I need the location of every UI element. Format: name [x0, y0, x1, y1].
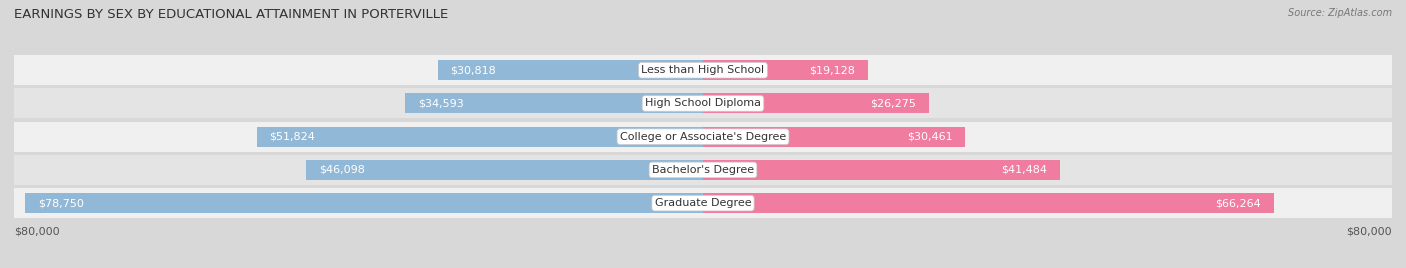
Text: High School Diploma: High School Diploma	[645, 98, 761, 109]
Bar	[14, 155, 1392, 185]
Bar	[703, 160, 1060, 180]
Text: Graduate Degree: Graduate Degree	[655, 198, 751, 208]
Text: Less than High School: Less than High School	[641, 65, 765, 75]
Bar	[703, 94, 929, 113]
Text: Bachelor's Degree: Bachelor's Degree	[652, 165, 754, 175]
Bar	[14, 122, 1392, 152]
Bar	[14, 188, 1392, 218]
Bar	[307, 160, 703, 180]
Bar	[437, 60, 703, 80]
Text: $26,275: $26,275	[870, 98, 917, 109]
Text: EARNINGS BY SEX BY EDUCATIONAL ATTAINMENT IN PORTERVILLE: EARNINGS BY SEX BY EDUCATIONAL ATTAINMEN…	[14, 8, 449, 21]
Bar	[703, 60, 868, 80]
Text: $19,128: $19,128	[808, 65, 855, 75]
Text: Source: ZipAtlas.com: Source: ZipAtlas.com	[1288, 8, 1392, 18]
Bar	[25, 193, 703, 213]
Text: $80,000: $80,000	[14, 226, 59, 236]
Text: $51,824: $51,824	[270, 132, 315, 142]
Text: $30,461: $30,461	[907, 132, 952, 142]
Text: College or Associate's Degree: College or Associate's Degree	[620, 132, 786, 142]
Bar	[14, 88, 1392, 118]
Bar	[405, 94, 703, 113]
Text: $80,000: $80,000	[1347, 226, 1392, 236]
Bar	[257, 127, 703, 147]
Text: $78,750: $78,750	[38, 198, 83, 208]
Bar	[703, 193, 1274, 213]
Text: $66,264: $66,264	[1215, 198, 1261, 208]
Bar	[14, 55, 1392, 85]
Text: $41,484: $41,484	[1001, 165, 1047, 175]
Text: $30,818: $30,818	[450, 65, 496, 75]
Bar	[703, 127, 966, 147]
Text: $46,098: $46,098	[319, 165, 364, 175]
Text: $34,593: $34,593	[418, 98, 464, 109]
